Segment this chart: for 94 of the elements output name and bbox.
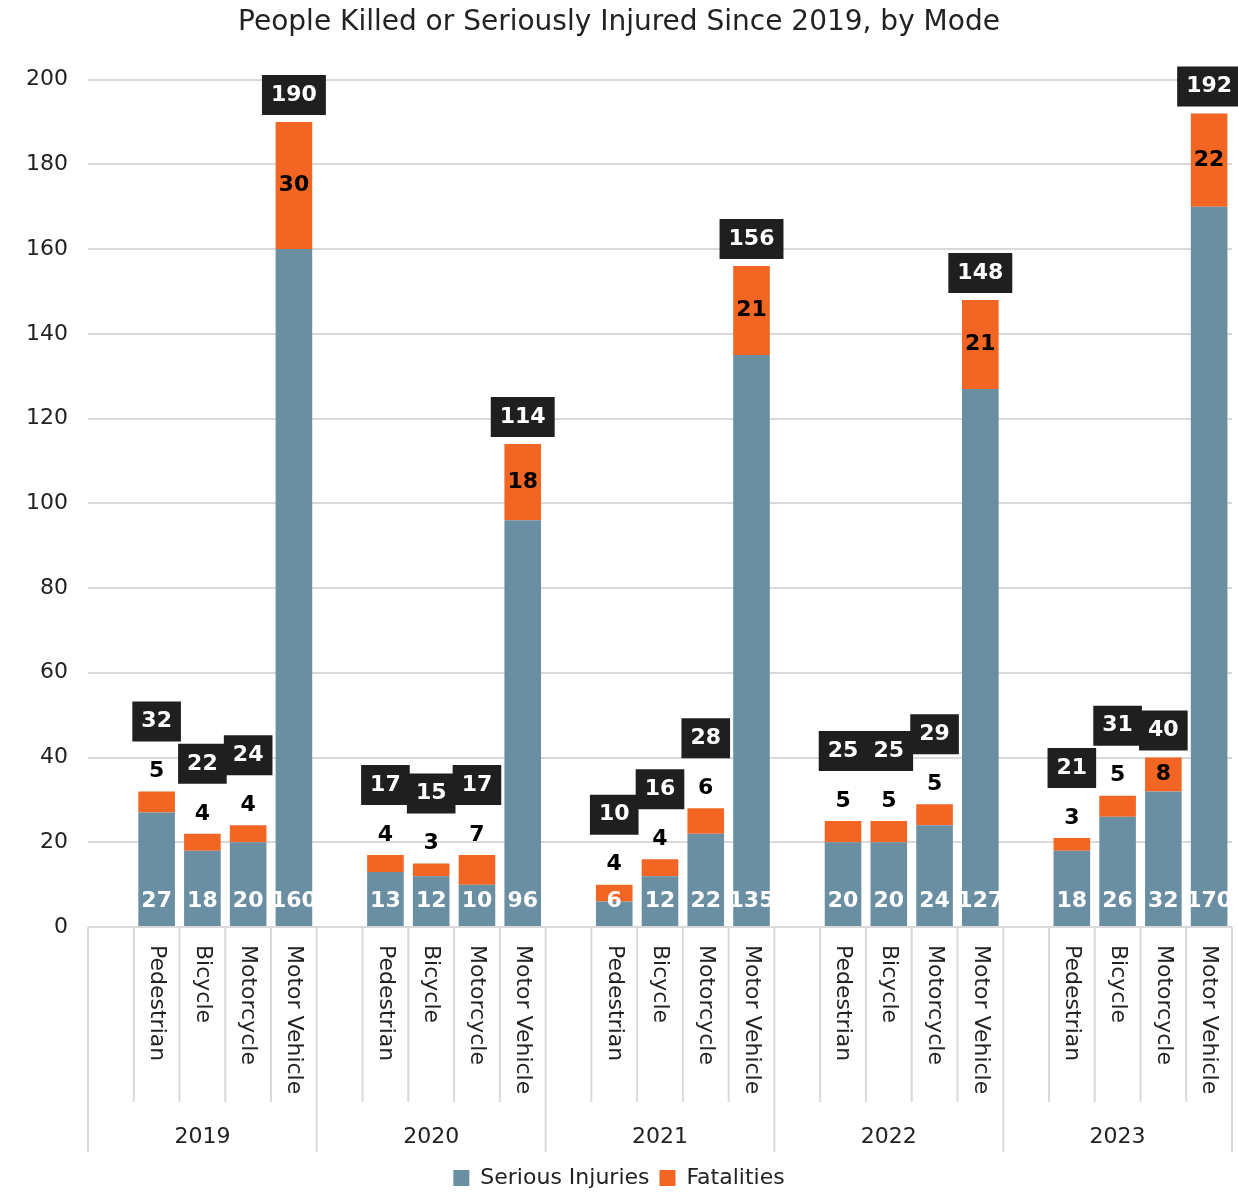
text: 2023	[1089, 1122, 1146, 1148]
total-label: 17	[370, 770, 401, 796]
x-tick-label: Bicycle	[1106, 945, 1132, 1024]
data-label: 30	[278, 171, 310, 197]
y-tick-label: 0	[53, 912, 68, 938]
x-tick-label: Pedestrian	[374, 945, 400, 1062]
x-tick-label: Pedestrian	[832, 945, 858, 1062]
total-label: 114	[499, 402, 546, 428]
data-label: 22	[690, 886, 722, 912]
x-tick-label: Motorcycle	[1152, 945, 1178, 1065]
data-label: 4	[606, 850, 622, 876]
x-tick-label: Pedestrian	[1061, 945, 1087, 1062]
total-label: 156	[728, 224, 775, 250]
total-label: 21	[1056, 753, 1088, 779]
total-label: 190	[270, 80, 317, 106]
data-label: 18	[1056, 886, 1088, 912]
total-label: 29	[919, 719, 950, 745]
data-label: 12	[644, 886, 676, 912]
x-tick-label: Motor Vehicle	[283, 945, 309, 1095]
data-label: 22	[1193, 145, 1225, 171]
data-label: 32	[1148, 886, 1179, 912]
text: 2020	[403, 1122, 460, 1148]
y-tick-label: 60	[39, 658, 68, 684]
x-tick-label: Motorcycle	[466, 945, 492, 1065]
data-label: 26	[1102, 886, 1133, 912]
x-tick-label: Motorcycle	[237, 945, 263, 1065]
x-tick-label: Motorcycle	[923, 945, 949, 1065]
data-label: 6	[698, 774, 714, 800]
x-tick-label: Motor Vehicle	[740, 945, 766, 1095]
y-tick-label: 120	[25, 404, 68, 430]
data-label: 96	[507, 886, 539, 912]
y-tick-label: 80	[39, 573, 68, 599]
x-tick-label: Motor Vehicle	[1198, 945, 1224, 1095]
text: 2022	[860, 1122, 917, 1148]
total-label: 40	[1148, 716, 1179, 742]
x-tick-label: Pedestrian	[603, 945, 629, 1062]
data-label: 5	[881, 786, 897, 812]
x-tick-label: Motor Vehicle	[512, 945, 537, 1095]
total-label: 22	[187, 749, 218, 775]
y-tick-label: 180	[25, 150, 68, 176]
total-label: 32	[141, 707, 172, 733]
data-label: 4	[377, 820, 394, 846]
x-tick-label: Bicycle	[878, 945, 904, 1024]
x-tick-label: Bicycle	[420, 945, 446, 1024]
data-label: 12	[415, 886, 447, 912]
total-label: 192	[1186, 72, 1233, 98]
chart-title: People Killed or Seriously Injured Since 2019, by Mode	[238, 4, 1000, 38]
y-tick-label: 140	[25, 319, 68, 345]
total-label: 31	[1102, 711, 1133, 737]
x-tick-label: Bicycle	[191, 945, 217, 1024]
total-label: 24	[232, 741, 264, 767]
data-label: 5	[835, 786, 851, 812]
x-tick-label: Motor Vehicle	[969, 945, 995, 1095]
data-label: 3	[1064, 803, 1080, 829]
y-tick-label: 20	[39, 827, 68, 853]
data-label: 3	[423, 829, 439, 855]
data-label: 5	[926, 769, 943, 795]
data-label: 5	[148, 757, 165, 783]
total-label: 25	[873, 736, 905, 762]
data-label: 13	[370, 886, 401, 912]
y-tick-label: 200	[25, 65, 68, 91]
data-label: 27	[141, 886, 172, 912]
data-label: 10	[461, 886, 493, 912]
data-label: 5	[1109, 761, 1126, 787]
total-label: 28	[690, 724, 722, 750]
data-label: 21	[736, 296, 767, 322]
data-label: 4	[652, 824, 668, 850]
text: 2021	[632, 1122, 688, 1148]
total-label: 148	[957, 258, 1004, 284]
data-label: 20	[232, 886, 264, 912]
y-tick-label: 100	[25, 489, 68, 515]
data-label: 8	[1155, 760, 1172, 786]
text: 2019	[174, 1122, 231, 1148]
x-tick-label: Pedestrian	[145, 945, 171, 1062]
legend-label: Serious Injuries	[480, 1163, 650, 1189]
data-label: 21	[965, 330, 996, 356]
total-label: 25	[827, 736, 859, 762]
data-label: 24	[919, 886, 950, 912]
x-tick-label: Bicycle	[649, 945, 675, 1024]
total-label: 10	[598, 800, 630, 826]
total-label: 16	[644, 774, 676, 800]
data-label: 20	[873, 886, 905, 912]
data-label: 4	[240, 791, 256, 817]
legend-label: Fatalities	[686, 1163, 785, 1189]
data-label: 18	[507, 467, 539, 493]
data-label: 18	[187, 886, 218, 912]
total-label: 15	[415, 779, 447, 805]
x-tick-label: Motorcycle	[695, 945, 721, 1065]
total-label: 17	[461, 770, 493, 796]
y-tick-label: 40	[39, 743, 68, 769]
data-label: 20	[827, 886, 859, 912]
y-tick-label: 160	[25, 234, 68, 260]
data-label: 4	[194, 799, 211, 825]
data-label: 7	[469, 820, 485, 846]
